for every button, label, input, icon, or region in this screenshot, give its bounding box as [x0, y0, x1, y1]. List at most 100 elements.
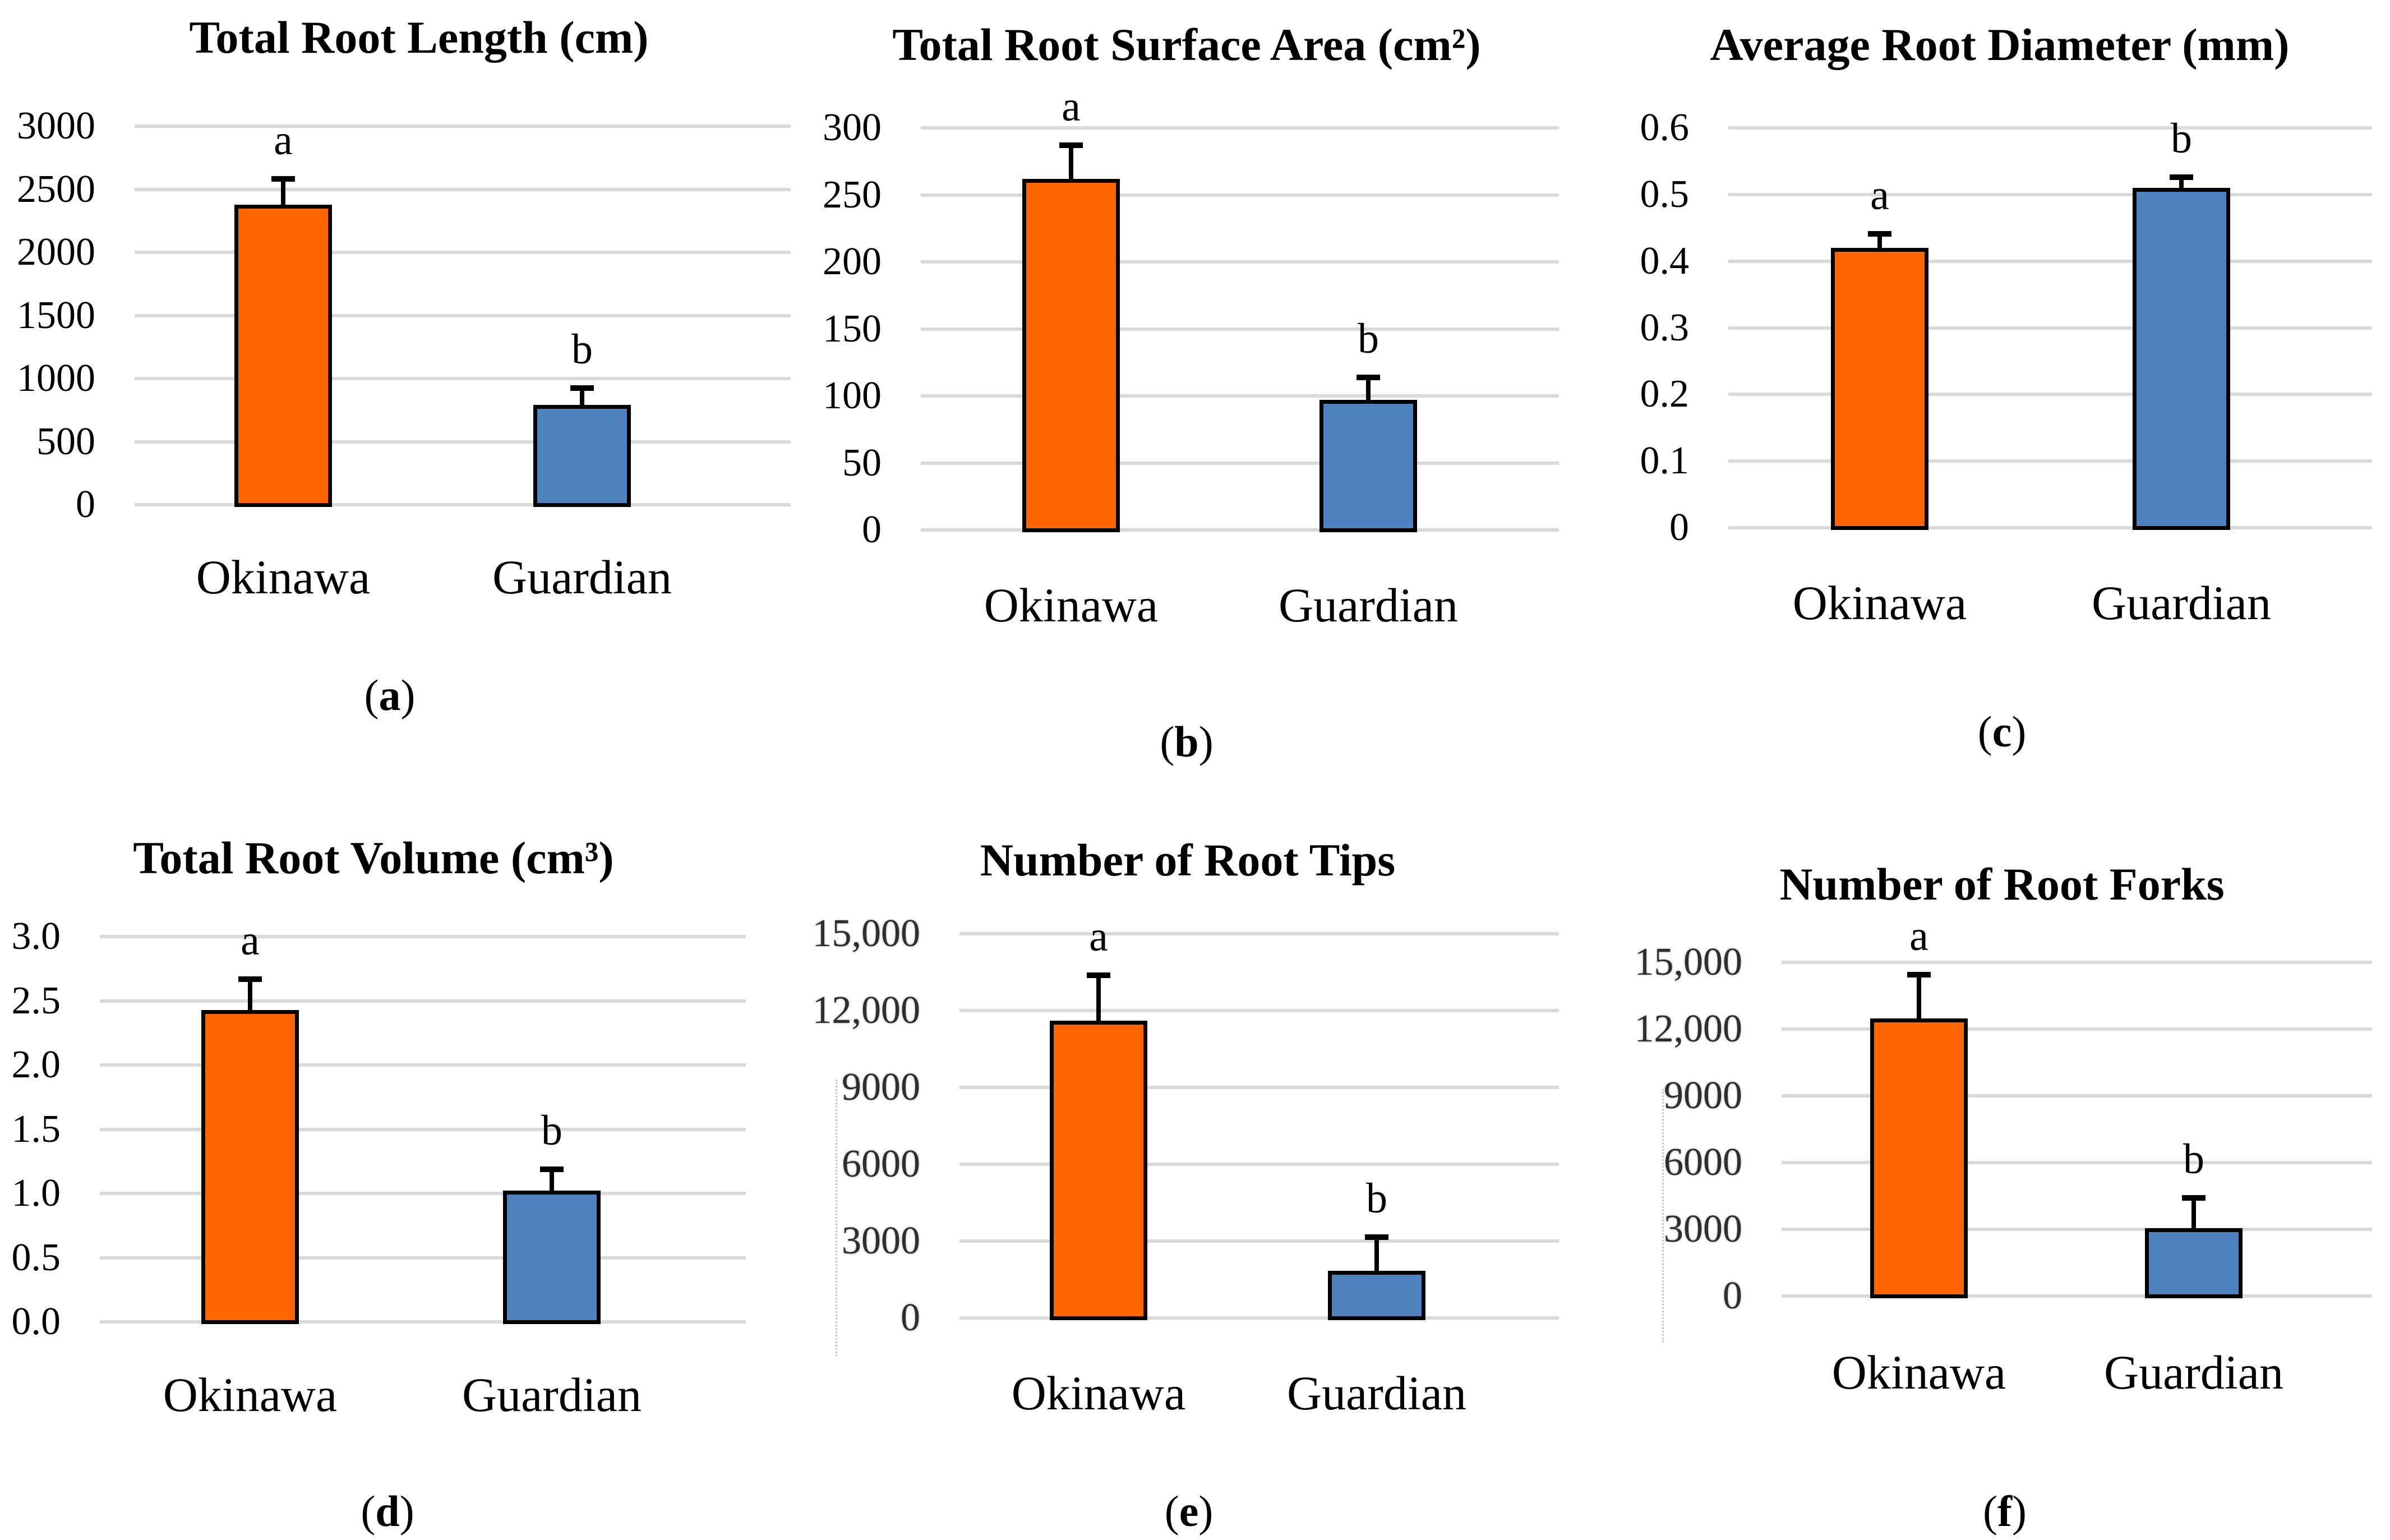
gridline	[921, 461, 1559, 465]
error-bar-cap	[2170, 174, 2193, 181]
chart-title-f: Number of Root Forks	[1779, 859, 2225, 910]
error-bar-line	[281, 176, 285, 205]
y-axis-tick-label: 0.3	[1640, 306, 1690, 349]
y-axis-tick-label: 1.5	[11, 1107, 61, 1151]
y-axis-tick-label: 100	[823, 374, 882, 417]
gridline	[959, 932, 1559, 935]
category-label-guardian: Guardian	[462, 1368, 642, 1422]
gridline	[921, 260, 1559, 264]
gridline	[959, 1316, 1559, 1320]
error-bar-line	[550, 1166, 554, 1191]
bar-guardian	[1328, 1270, 1425, 1320]
y-axis-tick-label: 0.2	[1640, 372, 1690, 416]
error-bar-cap	[1087, 972, 1110, 978]
gridline	[1728, 459, 2372, 463]
panel-caption-d: (d)	[275, 1487, 500, 1536]
caption-paren-open: (	[361, 1487, 376, 1536]
gridline	[921, 394, 1559, 398]
gridline	[135, 440, 791, 444]
y-axis-tick-label: 0	[1723, 1274, 1742, 1317]
panel-caption-e: (e)	[1077, 1487, 1301, 1536]
error-bar-cap	[1907, 972, 1931, 978]
y-axis-tick-label: 1000	[17, 357, 95, 400]
gridline	[100, 935, 746, 938]
gridline	[135, 377, 791, 380]
gridline	[921, 327, 1559, 331]
gridline	[959, 1239, 1559, 1243]
error-bar-cap	[1365, 1234, 1388, 1241]
y-axis-tick-label: 0.6	[1640, 106, 1690, 149]
bar-okinawa	[1870, 1018, 1968, 1298]
gridline	[100, 1320, 746, 1324]
y-axis-tick-label: 2000	[17, 230, 95, 274]
category-label-okinawa: Okinawa	[196, 550, 371, 604]
chart-title-b: Total Root Surface Area (cm²)	[892, 19, 1481, 70]
bar-guardian	[533, 405, 631, 507]
y-axis-tick-label: 15,000	[812, 912, 921, 955]
bar-guardian	[1319, 400, 1417, 532]
significance-letter: a	[274, 116, 293, 164]
category-label-guardian: Guardian	[2092, 576, 2271, 630]
bar-okinawa	[234, 204, 332, 507]
gridline	[1728, 126, 2372, 130]
error-bar-cap	[570, 385, 594, 391]
error-bar-cap	[540, 1166, 564, 1172]
gridline	[135, 187, 791, 191]
error-bar-line	[2191, 1195, 2196, 1228]
error-bar-cap	[1357, 374, 1380, 380]
gridline	[1782, 1094, 2372, 1098]
gridline	[1782, 1228, 2372, 1231]
bar-okinawa	[1831, 247, 1928, 530]
y-axis-tick-label: 2.5	[11, 979, 61, 1022]
gridline	[1782, 1027, 2372, 1031]
bar-okinawa	[201, 1009, 299, 1324]
significance-letter: b	[1358, 315, 1379, 362]
error-bar-cap	[1059, 142, 1083, 149]
y-axis-tick-label: 15,000	[1634, 940, 1743, 984]
significance-letter: a	[1062, 83, 1081, 131]
caption-paren-close: )	[2011, 1487, 2027, 1536]
category-label-guardian: Guardian	[1287, 1366, 1466, 1420]
panel-caption-f: (f)	[1893, 1487, 2117, 1536]
bar-guardian	[2133, 187, 2230, 530]
caption-letter: b	[1174, 717, 1199, 766]
error-bar-cap	[2182, 1195, 2206, 1201]
y-axis-tick-label: 1500	[17, 293, 95, 337]
caption-paren-open: (	[1164, 1487, 1179, 1536]
y-axis-tick-label: 3000	[1664, 1207, 1742, 1251]
y-axis-tick-label: 6000	[842, 1142, 920, 1186]
category-label-okinawa: Okinawa	[984, 578, 1159, 632]
gridline	[921, 126, 1559, 130]
y-axis-tick-label: 3.0	[11, 915, 61, 958]
caption-paren-open: (	[1977, 707, 1992, 756]
error-bar-line	[248, 976, 252, 1010]
y-axis-tick-label: 150	[823, 307, 882, 351]
axis-artifact-dotted-line	[1662, 1089, 1664, 1342]
y-axis-tick-label: 9000	[1664, 1074, 1742, 1117]
gridline	[1782, 961, 2372, 964]
chart-title-d: Total Root Volume (cm³)	[133, 832, 614, 883]
y-axis-tick-label: 9000	[842, 1066, 920, 1109]
caption-paren-open: (	[364, 671, 379, 720]
panel-caption-a: (a)	[278, 671, 502, 720]
gridline	[135, 251, 791, 254]
y-axis-tick-label: 1.0	[11, 1172, 61, 1215]
y-axis-tick-label: 6000	[1664, 1141, 1742, 1184]
error-bar-line	[1374, 1234, 1379, 1271]
caption-letter: d	[375, 1487, 400, 1536]
category-label-guardian: Guardian	[1279, 578, 1458, 632]
chart-title-a: Total Root Length (cm)	[189, 12, 649, 63]
y-axis-tick-label: 0.1	[1640, 439, 1690, 483]
panel-caption-b: (b)	[1074, 718, 1299, 766]
caption-paren-close: )	[2011, 707, 2027, 756]
error-bar-line	[2179, 174, 2184, 188]
y-axis-tick-label: 12,000	[1634, 1007, 1743, 1050]
caption-letter: f	[1997, 1487, 2012, 1536]
bar-okinawa	[1022, 178, 1120, 532]
gridline	[959, 1086, 1559, 1089]
chart-title-e: Number of Root Tips	[980, 834, 1396, 886]
y-axis-tick-label: 300	[823, 106, 882, 149]
gridline	[100, 999, 746, 1003]
y-axis-tick-label: 200	[823, 240, 882, 283]
